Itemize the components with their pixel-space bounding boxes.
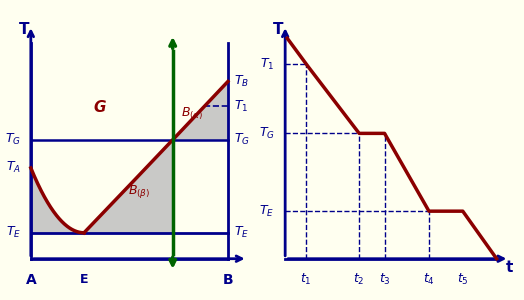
Text: E: E xyxy=(80,273,88,286)
Text: $T_E$: $T_E$ xyxy=(259,204,275,219)
Text: $T_G$: $T_G$ xyxy=(5,132,21,147)
Text: G: G xyxy=(93,100,106,115)
Text: $t_2$: $t_2$ xyxy=(353,272,365,287)
Text: $T_A$: $T_A$ xyxy=(6,160,21,175)
Text: $t_3$: $t_3$ xyxy=(379,272,390,287)
Text: T: T xyxy=(272,22,283,37)
Text: t: t xyxy=(506,260,513,275)
Text: $t_1$: $t_1$ xyxy=(300,272,312,287)
Text: $T_1$: $T_1$ xyxy=(260,57,275,72)
Text: T: T xyxy=(19,22,29,37)
Text: A: A xyxy=(26,273,36,287)
Text: $B_{(\alpha)}$: $B_{(\alpha)}$ xyxy=(181,106,204,122)
Polygon shape xyxy=(31,168,84,233)
Polygon shape xyxy=(84,140,173,233)
Text: $T_G$: $T_G$ xyxy=(234,132,250,147)
Text: $t_4$: $t_4$ xyxy=(423,272,435,287)
Text: $T_1$: $T_1$ xyxy=(234,99,248,114)
Text: B: B xyxy=(223,273,233,287)
Text: $B_{(\beta)}$: $B_{(\beta)}$ xyxy=(128,183,150,200)
Text: $T_G$: $T_G$ xyxy=(259,126,275,141)
Polygon shape xyxy=(173,82,228,140)
Text: $T_E$: $T_E$ xyxy=(6,225,21,240)
Text: $T_E$: $T_E$ xyxy=(234,225,249,240)
Text: $t_5$: $t_5$ xyxy=(457,272,468,287)
Text: $T_B$: $T_B$ xyxy=(234,74,249,89)
